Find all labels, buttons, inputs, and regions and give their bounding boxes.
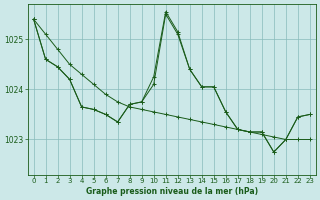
X-axis label: Graphe pression niveau de la mer (hPa): Graphe pression niveau de la mer (hPa)	[86, 187, 258, 196]
